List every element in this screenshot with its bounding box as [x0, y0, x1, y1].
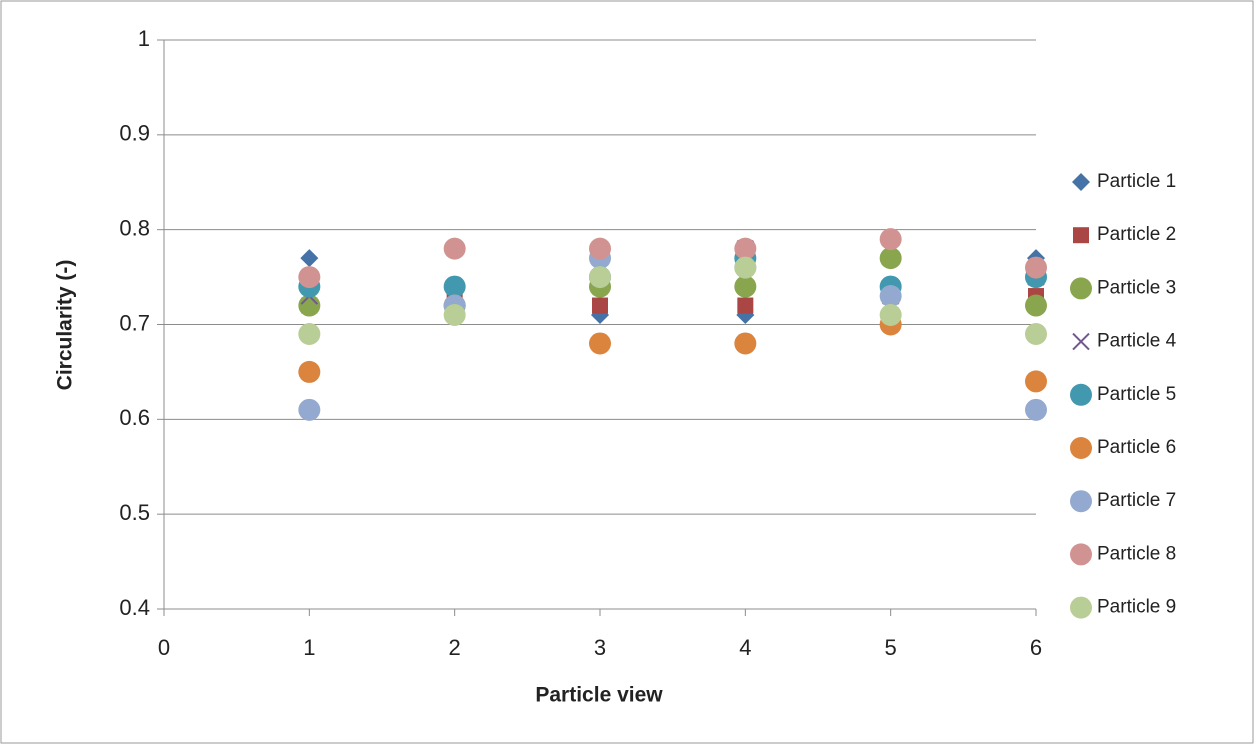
legend-marker: [1070, 596, 1092, 619]
x-tick-label: 4: [739, 635, 751, 660]
x-tick-label: 3: [594, 635, 606, 660]
legend-marker: [1070, 277, 1092, 300]
data-point: [589, 332, 611, 355]
x-tick-label: 0: [158, 635, 170, 660]
x-tick-label: 2: [449, 635, 461, 660]
legend-label: Particle 6: [1097, 437, 1176, 458]
data-point: [734, 332, 757, 355]
data-point: [1025, 370, 1047, 393]
data-point: [734, 237, 757, 260]
data-point: [737, 297, 754, 314]
y-tick-label: 0.9: [119, 121, 150, 146]
x-tick-label: 6: [1030, 635, 1042, 660]
x-axis-title: Particle view: [535, 684, 663, 707]
data-point: [443, 304, 466, 327]
data-point: [1025, 294, 1047, 317]
legend-label: Particle 2: [1097, 224, 1176, 245]
data-point: [589, 237, 611, 260]
legend-label: Particle 8: [1097, 543, 1176, 564]
y-tick-label: 0.7: [119, 310, 150, 335]
data-point: [1025, 322, 1047, 345]
data-point: [592, 297, 608, 314]
y-tick-label: 1: [138, 26, 150, 51]
data-point: [300, 249, 319, 268]
data-point: [1025, 398, 1047, 421]
x-tick-label: 5: [885, 635, 897, 660]
data-point: [298, 322, 321, 345]
legend-marker: [1070, 437, 1092, 459]
x-tick-label: 1: [303, 635, 315, 660]
legend-marker: [1070, 543, 1092, 566]
data-point: [879, 228, 902, 251]
y-tick-label: 0.5: [119, 500, 150, 525]
y-tick-label: 0.4: [119, 595, 150, 620]
data-point: [1025, 256, 1047, 279]
data-point: [298, 398, 321, 421]
legend-marker: [1070, 383, 1092, 406]
legend-marker: [1072, 332, 1090, 351]
data-point: [298, 294, 321, 317]
legend-label: Particle 4: [1097, 331, 1177, 352]
legend-marker: [1070, 490, 1092, 513]
legend-marker: [1073, 227, 1089, 244]
data-point: [443, 237, 466, 260]
legend-label: Particle 7: [1097, 490, 1176, 511]
data-point: [879, 304, 902, 327]
data-point: [734, 256, 757, 279]
data-point: [298, 360, 321, 383]
legend-label: Particle 5: [1097, 384, 1176, 405]
data-point: [298, 266, 321, 289]
data-point: [879, 285, 902, 308]
data-point: [589, 266, 611, 289]
legend-marker: [1072, 173, 1090, 191]
legend-label: Particle 3: [1097, 277, 1176, 298]
data-point: [443, 275, 466, 298]
data-point: [734, 275, 757, 298]
y-axis-title: Circularity (-): [54, 260, 77, 391]
data-point: [879, 247, 902, 270]
legend-label: Particle 9: [1097, 597, 1176, 618]
legend-label: Particle 1: [1097, 171, 1176, 192]
y-tick-label: 0.8: [119, 215, 150, 240]
y-tick-label: 0.6: [119, 405, 150, 430]
